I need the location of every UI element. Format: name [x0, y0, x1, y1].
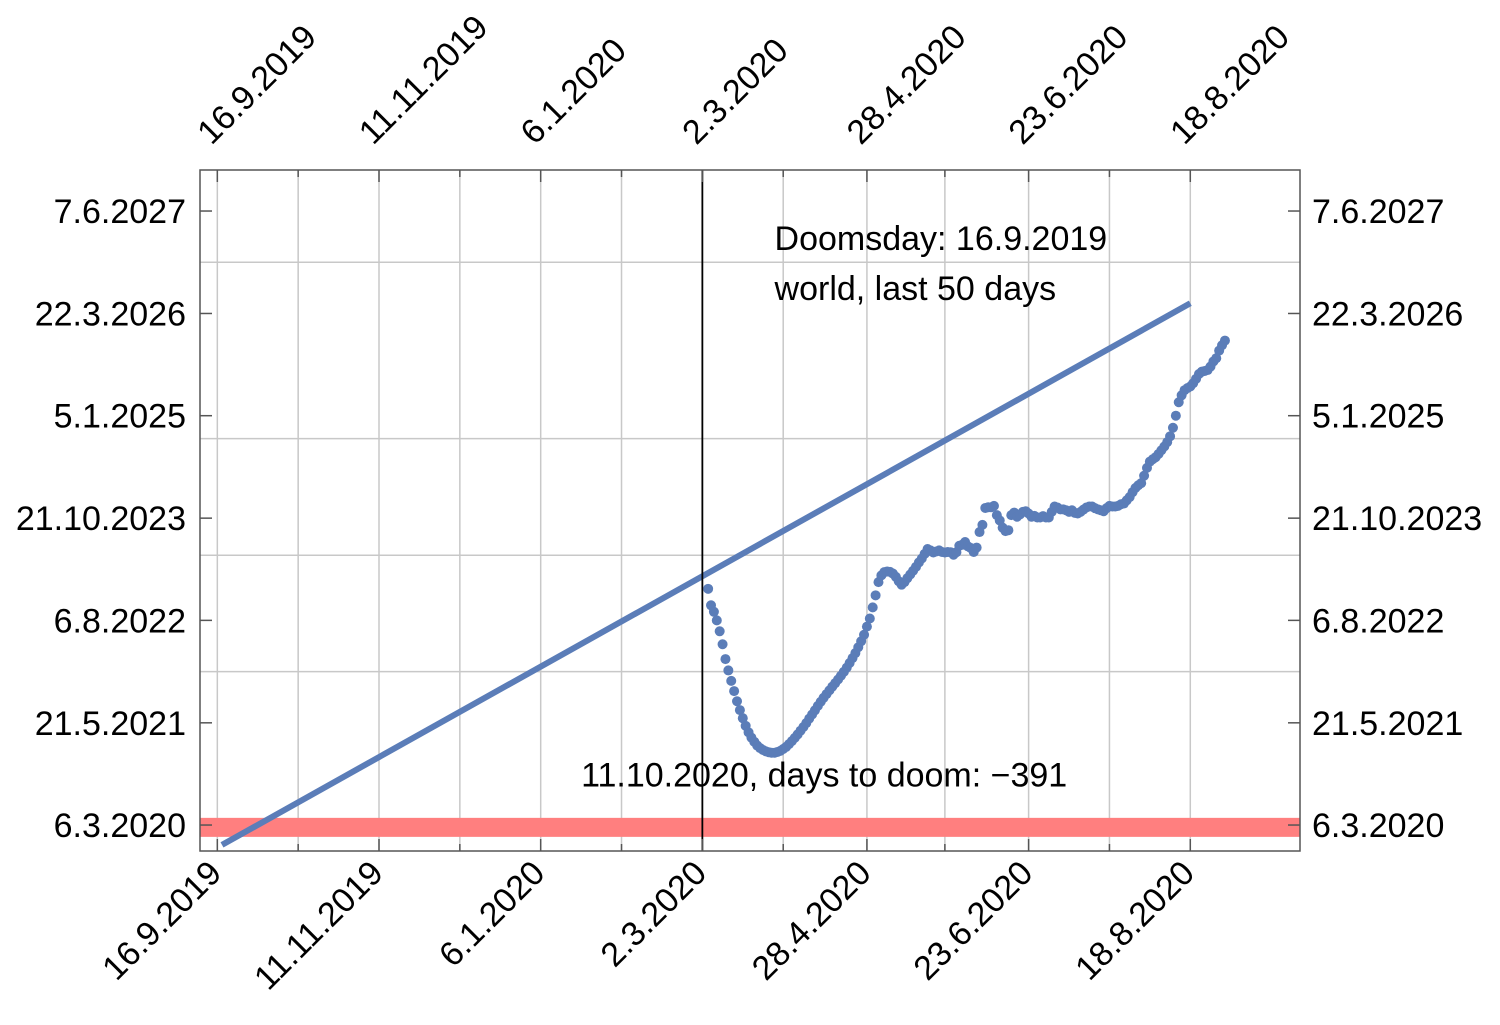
y-tick-label-right: 7.6.2027: [1312, 193, 1444, 231]
data-point: [1139, 470, 1150, 481]
doomsday-label: Doomsday: 16.9.2019: [775, 220, 1108, 258]
x-tick-label-top: 28.4.2020: [840, 18, 974, 152]
data-point: [703, 583, 714, 594]
y-tick-label-left: 6.8.2022: [54, 602, 186, 640]
data-point: [861, 621, 872, 632]
y-tick-label-left: 7.6.2027: [54, 193, 186, 231]
data-point: [714, 626, 725, 637]
data-point: [729, 686, 740, 697]
doom-band: [200, 817, 1300, 837]
y-tick-label-right: 6.3.2020: [1312, 807, 1444, 845]
data-point: [717, 639, 728, 650]
x-tick-label-bottom: 18.8.2020: [1068, 854, 1202, 988]
plot-frame: [199, 169, 1301, 852]
y-tick-label-left: 21.10.2023: [16, 500, 186, 538]
y-tick-label-left: 6.3.2020: [54, 807, 186, 845]
y-tick-label-right: 21.5.2021: [1312, 705, 1463, 743]
data-point: [977, 519, 988, 530]
y-tick-label-left: 21.5.2021: [35, 705, 186, 743]
x-tick-label-bottom: 6.1.2020: [432, 854, 552, 974]
data-point: [726, 675, 737, 686]
data-point: [734, 705, 745, 716]
data-point: [1211, 353, 1222, 364]
data-point: [732, 696, 743, 707]
data-points: [703, 335, 1230, 758]
x-tick-label-top: 18.8.2020: [1163, 18, 1297, 152]
y-tick-label-right: 22.3.2026: [1312, 295, 1463, 333]
data-point: [1170, 410, 1181, 421]
data-point: [1003, 525, 1014, 536]
data-point: [1165, 431, 1176, 442]
gridlines: [200, 170, 1300, 851]
x-tick-label-top: 6.1.2020: [513, 31, 633, 151]
data-point: [723, 665, 734, 676]
y-tick-label-left: 5.1.2025: [54, 398, 186, 436]
data-point: [971, 542, 982, 553]
tick-labels: 16.9.201916.9.201911.11.201911.11.20196.…: [16, 8, 1482, 997]
days-to-doom-label: 11.10.2020, days to doom: −391: [581, 756, 1067, 794]
y-tick-label-right: 21.10.2023: [1312, 500, 1482, 538]
y-tick-label-right: 5.1.2025: [1312, 398, 1444, 436]
x-tick-label-bottom: 28.4.2020: [745, 854, 879, 988]
tick-marks: [200, 170, 1300, 851]
data-point: [1219, 335, 1230, 346]
x-tick-label-bottom: 11.11.2019: [247, 854, 391, 998]
data-point: [1167, 422, 1178, 433]
x-tick-label-top: 2.3.2020: [675, 31, 795, 151]
data-point: [870, 590, 881, 601]
y-tick-label-left: 22.3.2026: [35, 295, 186, 333]
y-tick-label-right: 6.8.2022: [1312, 602, 1444, 640]
x-tick-label-bottom: 16.9.2019: [95, 854, 229, 988]
x-tick-label-bottom: 23.6.2020: [906, 854, 1040, 988]
x-tick-label-top: 23.6.2020: [1001, 18, 1135, 152]
data-point: [864, 613, 875, 624]
data-point: [859, 629, 870, 640]
data-point: [720, 654, 731, 665]
x-tick-label-bottom: 2.3.2020: [594, 854, 714, 974]
data-point: [737, 713, 748, 724]
data-point: [708, 606, 719, 617]
data-point: [988, 500, 999, 511]
scope-label: world, last 50 days: [774, 270, 1057, 308]
data-point: [711, 615, 722, 626]
data-point: [867, 602, 878, 613]
x-tick-label-top: 11.11.2019: [352, 8, 496, 152]
trend-line: [220, 300, 1192, 848]
x-tick-label-top: 16.9.2019: [190, 18, 324, 152]
